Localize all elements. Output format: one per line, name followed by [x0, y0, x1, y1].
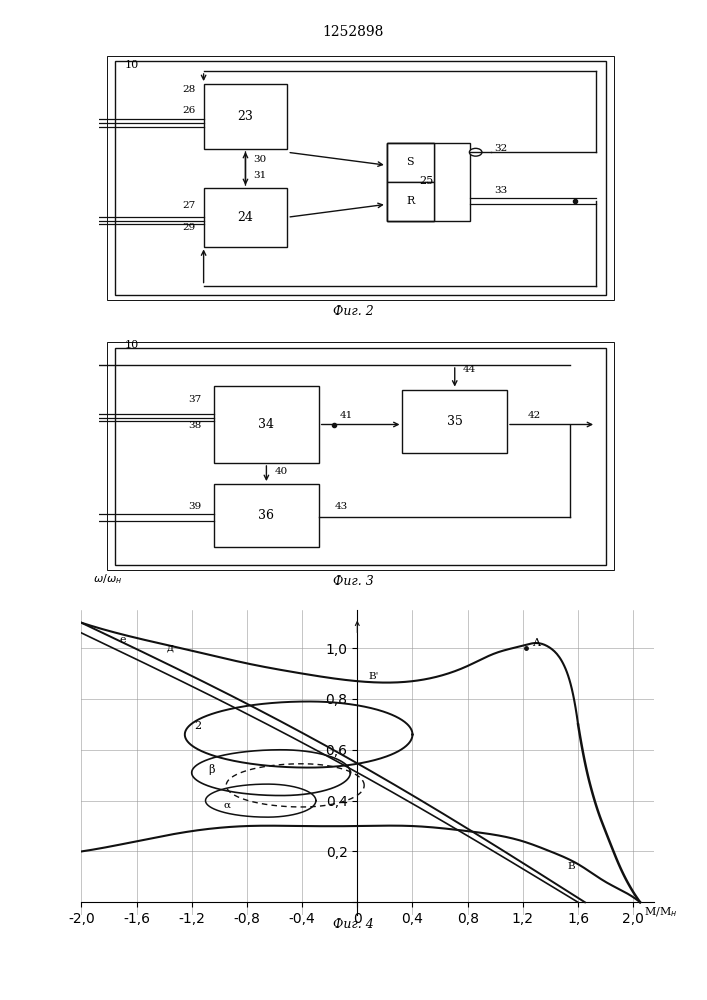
- Text: 28: 28: [182, 85, 196, 94]
- Bar: [214, 386, 319, 463]
- Bar: [204, 84, 287, 149]
- Text: М/М$_н$: М/М$_н$: [644, 906, 678, 919]
- Text: Фиг. 3: Фиг. 3: [333, 575, 374, 588]
- Text: 43: 43: [334, 502, 348, 511]
- Text: 1252898: 1252898: [323, 25, 384, 39]
- Text: A: A: [532, 638, 541, 648]
- Text: 25: 25: [419, 176, 433, 186]
- Text: 36: 36: [258, 509, 274, 522]
- Text: 26: 26: [182, 106, 196, 115]
- Text: 23: 23: [238, 110, 253, 123]
- Text: 42: 42: [528, 411, 542, 420]
- Text: 30: 30: [253, 155, 267, 164]
- Text: S: S: [407, 157, 414, 167]
- Text: Фиг. 2: Фиг. 2: [333, 305, 374, 318]
- Text: 34: 34: [258, 418, 274, 431]
- Circle shape: [469, 148, 482, 156]
- Text: R: R: [406, 196, 414, 206]
- Text: 35: 35: [447, 415, 462, 428]
- Text: 33: 33: [494, 186, 507, 195]
- Text: 2: 2: [194, 721, 201, 731]
- Text: 40: 40: [274, 467, 288, 476]
- Text: 29: 29: [182, 223, 196, 232]
- Bar: [387, 142, 470, 221]
- Text: α: α: [223, 801, 230, 810]
- Text: $\omega/\omega_н$: $\omega/\omega_н$: [93, 572, 122, 586]
- Text: B: B: [567, 862, 575, 871]
- Text: д: д: [167, 643, 174, 653]
- Bar: [402, 390, 507, 453]
- Text: 10: 10: [125, 340, 139, 350]
- Text: 24: 24: [238, 211, 253, 224]
- Text: 27: 27: [182, 200, 196, 210]
- Text: Фиг. 4: Фиг. 4: [333, 918, 374, 931]
- Bar: [115, 348, 607, 564]
- Bar: [387, 142, 434, 221]
- Text: B': B': [368, 672, 379, 681]
- Text: 44: 44: [462, 365, 476, 374]
- Text: е: е: [120, 635, 127, 645]
- Text: 39: 39: [188, 502, 201, 511]
- Text: 10: 10: [125, 60, 139, 70]
- Bar: [387, 142, 434, 182]
- Text: 37: 37: [188, 395, 201, 404]
- Text: β: β: [209, 764, 215, 775]
- Bar: [214, 484, 319, 547]
- Text: 32: 32: [494, 144, 507, 153]
- Text: 38: 38: [188, 421, 201, 430]
- Text: 41: 41: [339, 411, 353, 420]
- Bar: [204, 188, 287, 246]
- Text: 31: 31: [253, 171, 267, 180]
- Bar: [387, 182, 434, 221]
